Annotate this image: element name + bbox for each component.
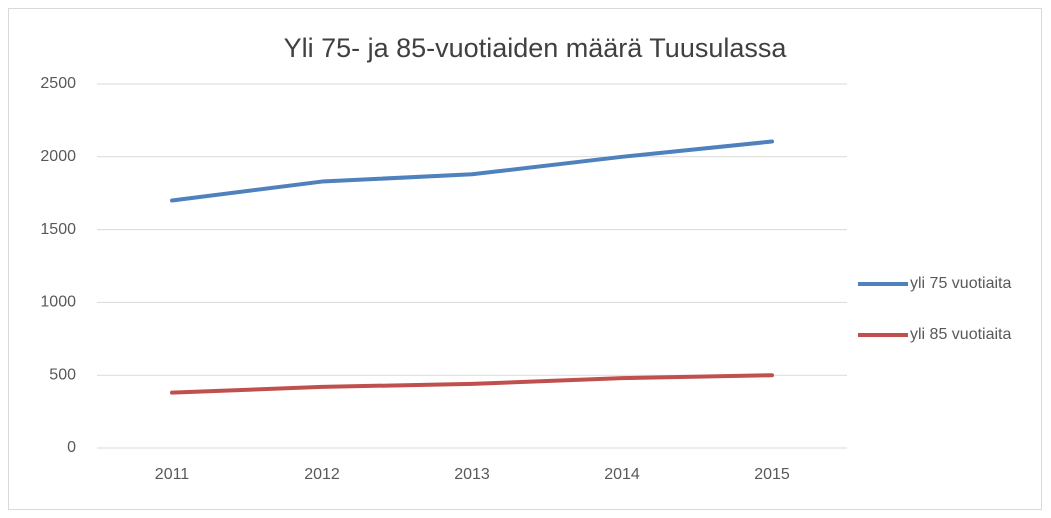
y-tick-label: 1000 (40, 294, 76, 311)
x-tick-label: 2015 (754, 466, 790, 483)
y-tick-label: 500 (49, 366, 76, 383)
x-tick-label: 2013 (454, 466, 490, 483)
y-tick-label: 2500 (40, 75, 76, 92)
x-tick-label: 2012 (304, 466, 340, 483)
y-tick-label: 2000 (40, 148, 76, 165)
x-tick-label: 2014 (604, 466, 640, 483)
y-tick-label: 1500 (40, 221, 76, 238)
series-line (170, 139, 774, 203)
legend-label: yli 75 vuotiaita (910, 275, 1011, 292)
y-tick-label: 0 (67, 439, 76, 456)
x-tick-label: 2011 (155, 466, 190, 483)
chart-border (8, 8, 1042, 510)
chart-title: Yli 75- ja 85-vuotiaiden määrä Tuusulass… (284, 33, 788, 63)
legend-label: yli 85 vuotiaita (910, 326, 1011, 343)
series-line (170, 373, 774, 395)
